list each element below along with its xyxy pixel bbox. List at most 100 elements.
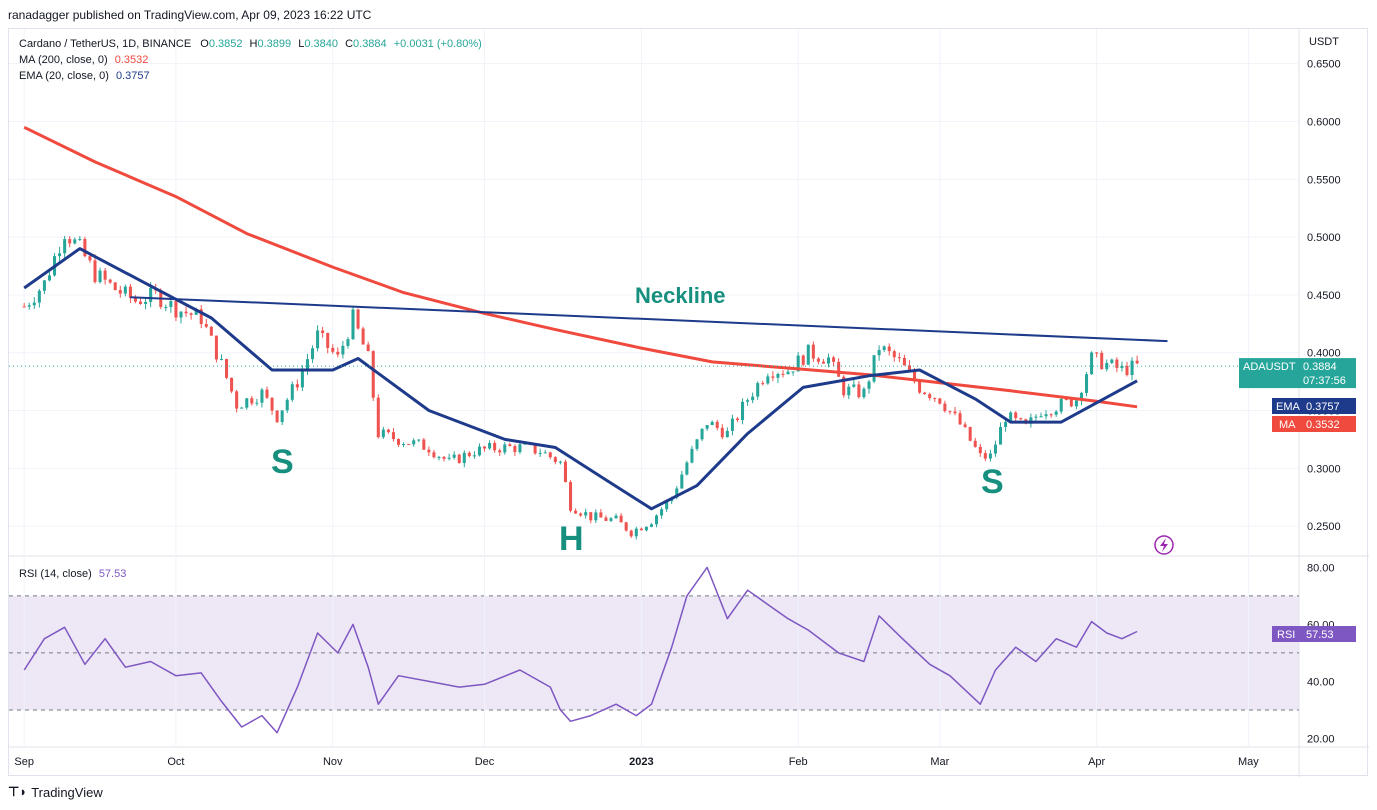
rsi-tick-label: 40.00 (1307, 676, 1335, 688)
candle-body (417, 439, 421, 441)
price-chart-svg[interactable]: 0.25000.30000.35000.40000.45000.50000.55… (9, 29, 1369, 777)
candle-body (680, 474, 684, 489)
candle-body (179, 311, 183, 318)
candle-body (93, 260, 97, 283)
candle-body (194, 309, 198, 315)
candle-body (847, 386, 851, 396)
lightning-icon[interactable] (1154, 535, 1174, 555)
price-badge: ADAUSDT 0.3884 07:37:56 (1239, 358, 1356, 389)
price-tick-label: 0.2500 (1307, 521, 1341, 533)
rsi-tick-label: 80.00 (1307, 562, 1335, 574)
candle-body (928, 394, 932, 399)
candle-body (412, 440, 416, 445)
candle-body (1105, 363, 1109, 370)
candle-body (83, 239, 87, 257)
candle-body (477, 446, 481, 456)
chart-frame[interactable]: 0.25000.30000.35000.40000.45000.50000.55… (8, 28, 1369, 777)
candle-body (1059, 398, 1063, 412)
candle-body (503, 444, 507, 453)
legend-ema-label: EMA (20, close, 0) (19, 70, 109, 82)
candle-body (538, 452, 542, 454)
candle-body (305, 359, 309, 371)
candle-body (265, 389, 269, 398)
candle-body (493, 442, 497, 451)
time-tick-label: Feb (789, 756, 808, 768)
candle-body (594, 512, 598, 521)
candle-body (882, 346, 886, 350)
candle-body (852, 384, 856, 387)
candle-body (887, 346, 891, 352)
candle-body (63, 239, 67, 254)
price-tick-label: 0.5000 (1307, 232, 1341, 244)
time-tick-label: 2023 (629, 756, 653, 768)
right-shoulder-label: S (981, 463, 1004, 501)
candle-body (437, 456, 441, 458)
candle-body (842, 376, 846, 396)
time-tick-label: Nov (323, 756, 343, 768)
candle-body (771, 376, 775, 378)
price-tick-label: 0.3000 (1307, 463, 1341, 475)
legend-open-label: O (200, 38, 209, 50)
candle-body (376, 397, 380, 438)
time-tick-label: Mar (930, 756, 949, 768)
candle-body (513, 446, 517, 453)
candle-body (978, 446, 982, 454)
candle-body (381, 429, 385, 438)
candle-body (781, 373, 785, 375)
candle-body (361, 328, 365, 345)
candle-body (275, 410, 279, 423)
candle-body (705, 425, 709, 429)
candle-body (240, 407, 244, 409)
candle-body (169, 301, 173, 307)
candle-body (1115, 359, 1119, 368)
candle-body (761, 383, 765, 385)
candle-body (209, 326, 213, 336)
candle-body (174, 301, 178, 318)
candle-body (983, 453, 987, 459)
candle-body (123, 286, 127, 294)
candle-body (897, 357, 901, 359)
legend-ma: MA (200, close, 0) 0.3532 (19, 54, 148, 66)
candle-body (472, 455, 476, 457)
legend-close-value: 0.3884 (353, 38, 387, 50)
price-pane[interactable] (9, 29, 1299, 555)
candle-body (133, 297, 137, 302)
publisher-credit: ranadagger published on TradingView.com,… (8, 8, 372, 22)
price-tick-label: 0.4500 (1307, 290, 1341, 302)
candle-body (649, 524, 653, 527)
candle-body (149, 287, 153, 302)
candle-body (832, 357, 836, 362)
neckline-line (130, 296, 1168, 343)
candle-body (999, 426, 1003, 445)
candle-body (1049, 414, 1053, 416)
candle-body (563, 461, 567, 483)
candle-body (1034, 416, 1038, 418)
legend-high-label: H (250, 38, 258, 50)
candle-body (558, 461, 562, 463)
candle-body (316, 330, 320, 349)
rsi-badge: RSI 57.53 (1272, 626, 1356, 642)
candle-body (811, 344, 815, 359)
candle-body (589, 512, 593, 521)
candle-body (639, 528, 643, 531)
candle-body (963, 424, 967, 427)
candle-body (741, 401, 745, 421)
candle-body (801, 355, 805, 365)
candle-body (988, 453, 992, 459)
candle-body (1069, 398, 1073, 407)
time-tick-label: Sep (14, 756, 34, 768)
candle-body (78, 239, 82, 241)
candle-body (619, 515, 623, 523)
candle-body (442, 456, 446, 459)
candle-body (553, 457, 557, 463)
legend-ma-value: 0.3532 (115, 54, 149, 66)
candle-body (806, 344, 810, 365)
legend-ema-value: 0.3757 (116, 70, 150, 82)
candle-body (574, 510, 578, 514)
candle-body (346, 339, 350, 346)
candle-body (715, 421, 719, 428)
candle-body (407, 444, 411, 446)
candle-body (791, 371, 795, 373)
price-tick-label: 0.6500 (1307, 59, 1341, 71)
ma-badge-name: MA (1279, 419, 1296, 431)
